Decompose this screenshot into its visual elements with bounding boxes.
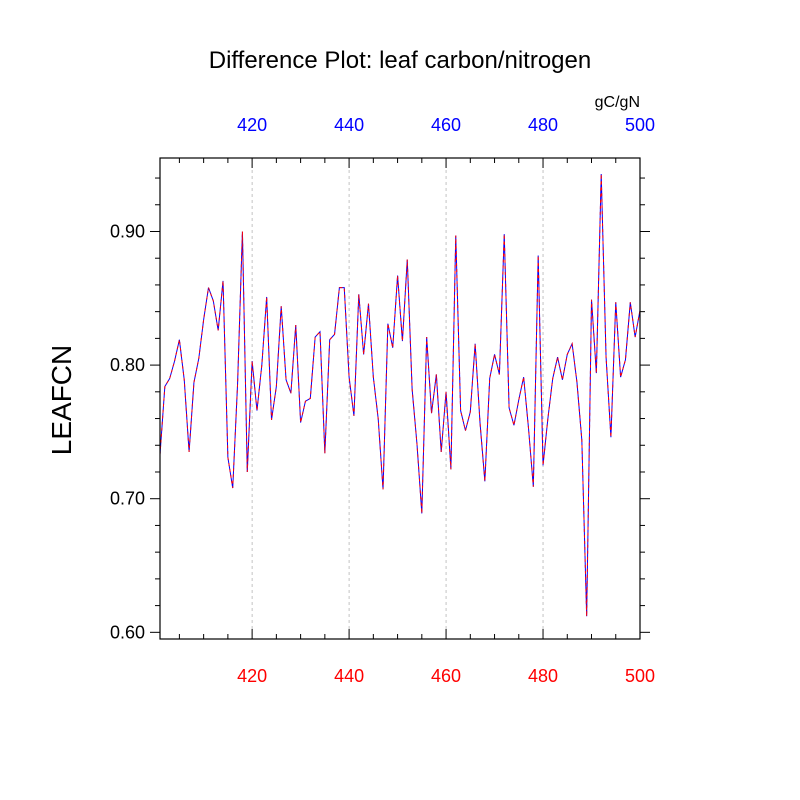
y-tick-label: 0.70 — [110, 489, 145, 509]
y-tick-label: 0.80 — [110, 355, 145, 375]
units-label: gC/gN — [595, 94, 640, 111]
chart-title: Difference Plot: leaf carbon/nitrogen — [209, 47, 591, 74]
x-tick-label-bottom: 480 — [528, 666, 558, 686]
x-tick-label-top: 500 — [625, 115, 655, 135]
x-tick-label-bottom: 420 — [237, 666, 267, 686]
tick-layer — [150, 158, 650, 639]
series-line-case-2 — [159, 174, 641, 617]
series-layer — [159, 174, 641, 617]
x-tick-label-bottom: 440 — [334, 666, 364, 686]
x-tick-label-top: 480 — [528, 115, 558, 135]
x-tick-label-top: 440 — [334, 115, 364, 135]
plot-frame — [159, 157, 641, 640]
y-tick-label: 0.90 — [110, 221, 145, 241]
x-tick-label-bottom: 500 — [625, 666, 655, 686]
x-tick-label-bottom: 460 — [431, 666, 461, 686]
x-tick-label-top: 420 — [237, 115, 267, 135]
y-axis-label: LEAFCN — [46, 345, 77, 455]
y-tick-label: 0.60 — [110, 622, 145, 642]
tick-label-layer: 0.60 0.70 0.80 0.90 420 420 440 440 460 460 480 480… — [110, 115, 655, 686]
x-tick-label-top: 460 — [431, 115, 461, 135]
